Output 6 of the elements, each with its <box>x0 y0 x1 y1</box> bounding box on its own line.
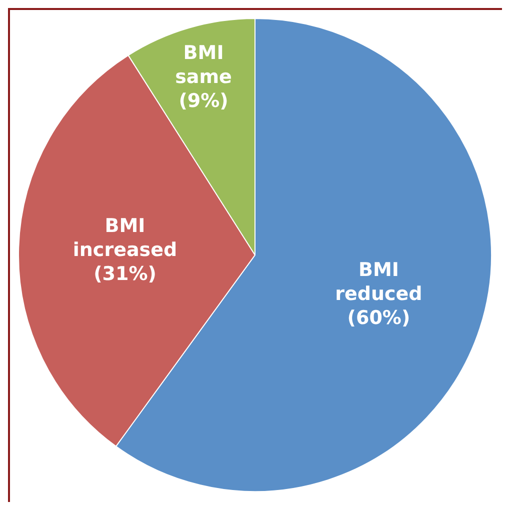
data-label: (60%) <box>347 307 410 330</box>
slice-label: BMI same <box>175 42 232 88</box>
data-label: (31%) <box>94 262 156 285</box>
slice-label: BMI reduced <box>335 259 422 306</box>
data-label: (9%) <box>178 90 228 112</box>
slice-label: BMI increased <box>72 214 178 261</box>
